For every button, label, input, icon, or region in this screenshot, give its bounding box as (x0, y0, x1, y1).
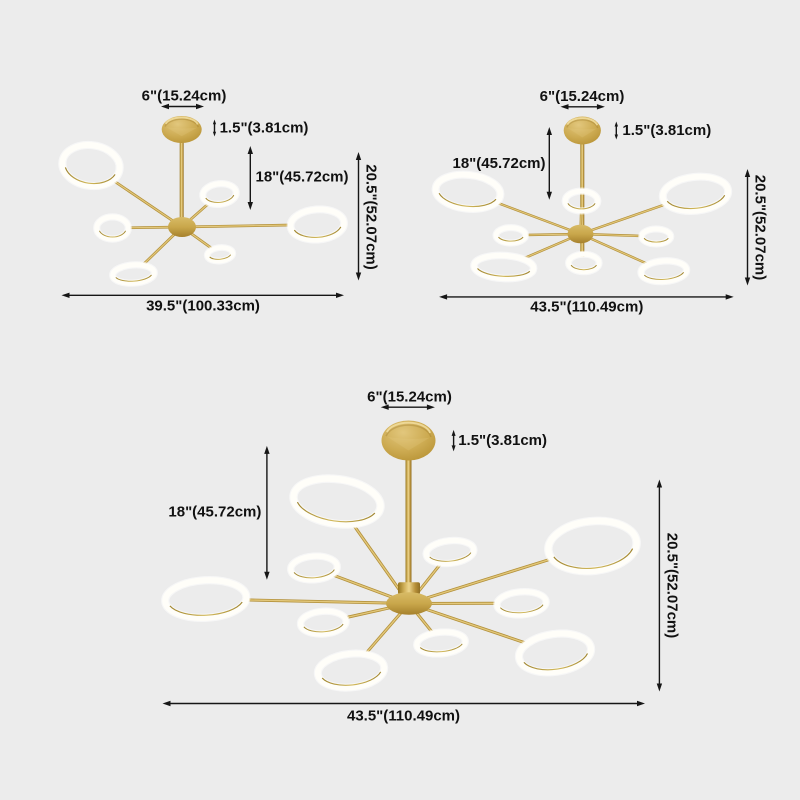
svg-text:43.5"(110.49cm): 43.5"(110.49cm) (347, 708, 460, 725)
svg-text:18"(45.72cm): 18"(45.72cm) (256, 169, 349, 186)
svg-text:1.5"(3.81cm): 1.5"(3.81cm) (622, 122, 711, 139)
svg-text:43.5"(110.49cm): 43.5"(110.49cm) (530, 299, 643, 316)
svg-text:20.5"(52.07cm): 20.5"(52.07cm) (663, 533, 680, 639)
svg-text:20.5"(52.07cm): 20.5"(52.07cm) (362, 164, 379, 270)
svg-text:6"(15.24cm): 6"(15.24cm) (540, 88, 625, 105)
svg-text:18"(45.72cm): 18"(45.72cm) (452, 155, 545, 172)
svg-text:1.5"(3.81cm): 1.5"(3.81cm) (220, 120, 309, 137)
svg-text:18"(45.72cm): 18"(45.72cm) (168, 503, 261, 520)
svg-text:20.5"(52.07cm): 20.5"(52.07cm) (752, 175, 769, 281)
svg-text:6"(15.24cm): 6"(15.24cm) (367, 389, 452, 406)
svg-text:39.5"(100.33cm): 39.5"(100.33cm) (146, 298, 260, 315)
svg-text:6"(15.24cm): 6"(15.24cm) (142, 88, 227, 105)
svg-text:1.5"(3.81cm): 1.5"(3.81cm) (458, 432, 547, 449)
